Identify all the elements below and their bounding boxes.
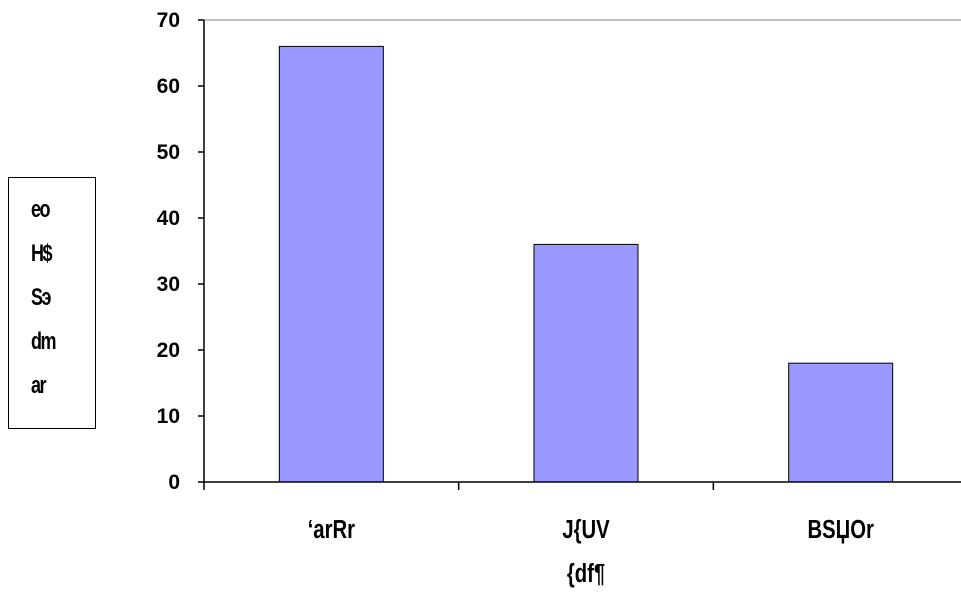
y-axis-label-line-4: dm <box>31 328 57 355</box>
y-axis-label-line-5: ar <box>31 372 46 399</box>
bar-1 <box>278 45 384 483</box>
x-category-label-1: ‘arRr <box>308 515 355 544</box>
x-category-label-3: BSЏOr <box>807 515 873 544</box>
y-tick-label-50: 50 <box>157 141 180 164</box>
y-tick-label-20: 20 <box>157 339 180 362</box>
y-axis-label-line-3: Sэ <box>31 284 51 311</box>
y-tick-label-0: 0 <box>168 471 180 494</box>
bar-2 <box>533 243 639 483</box>
y-tick-label-70: 70 <box>157 9 180 32</box>
y-axis-label-line-2: H$ <box>31 240 52 267</box>
y-tick-label-40: 40 <box>157 207 180 230</box>
x-category-label-2-line-1: J{UV <box>562 515 610 544</box>
y-tick-label-10: 10 <box>157 405 180 428</box>
x-category-label-2-line-2: {df¶ <box>567 559 605 588</box>
bar-3 <box>788 362 894 483</box>
y-axis-label-line-1: eo <box>31 196 51 223</box>
y-axis-label-box: eo H$ Sэ dm ar <box>8 177 96 429</box>
y-tick-label-60: 60 <box>157 75 180 98</box>
y-tick-label-30: 30 <box>157 273 180 296</box>
